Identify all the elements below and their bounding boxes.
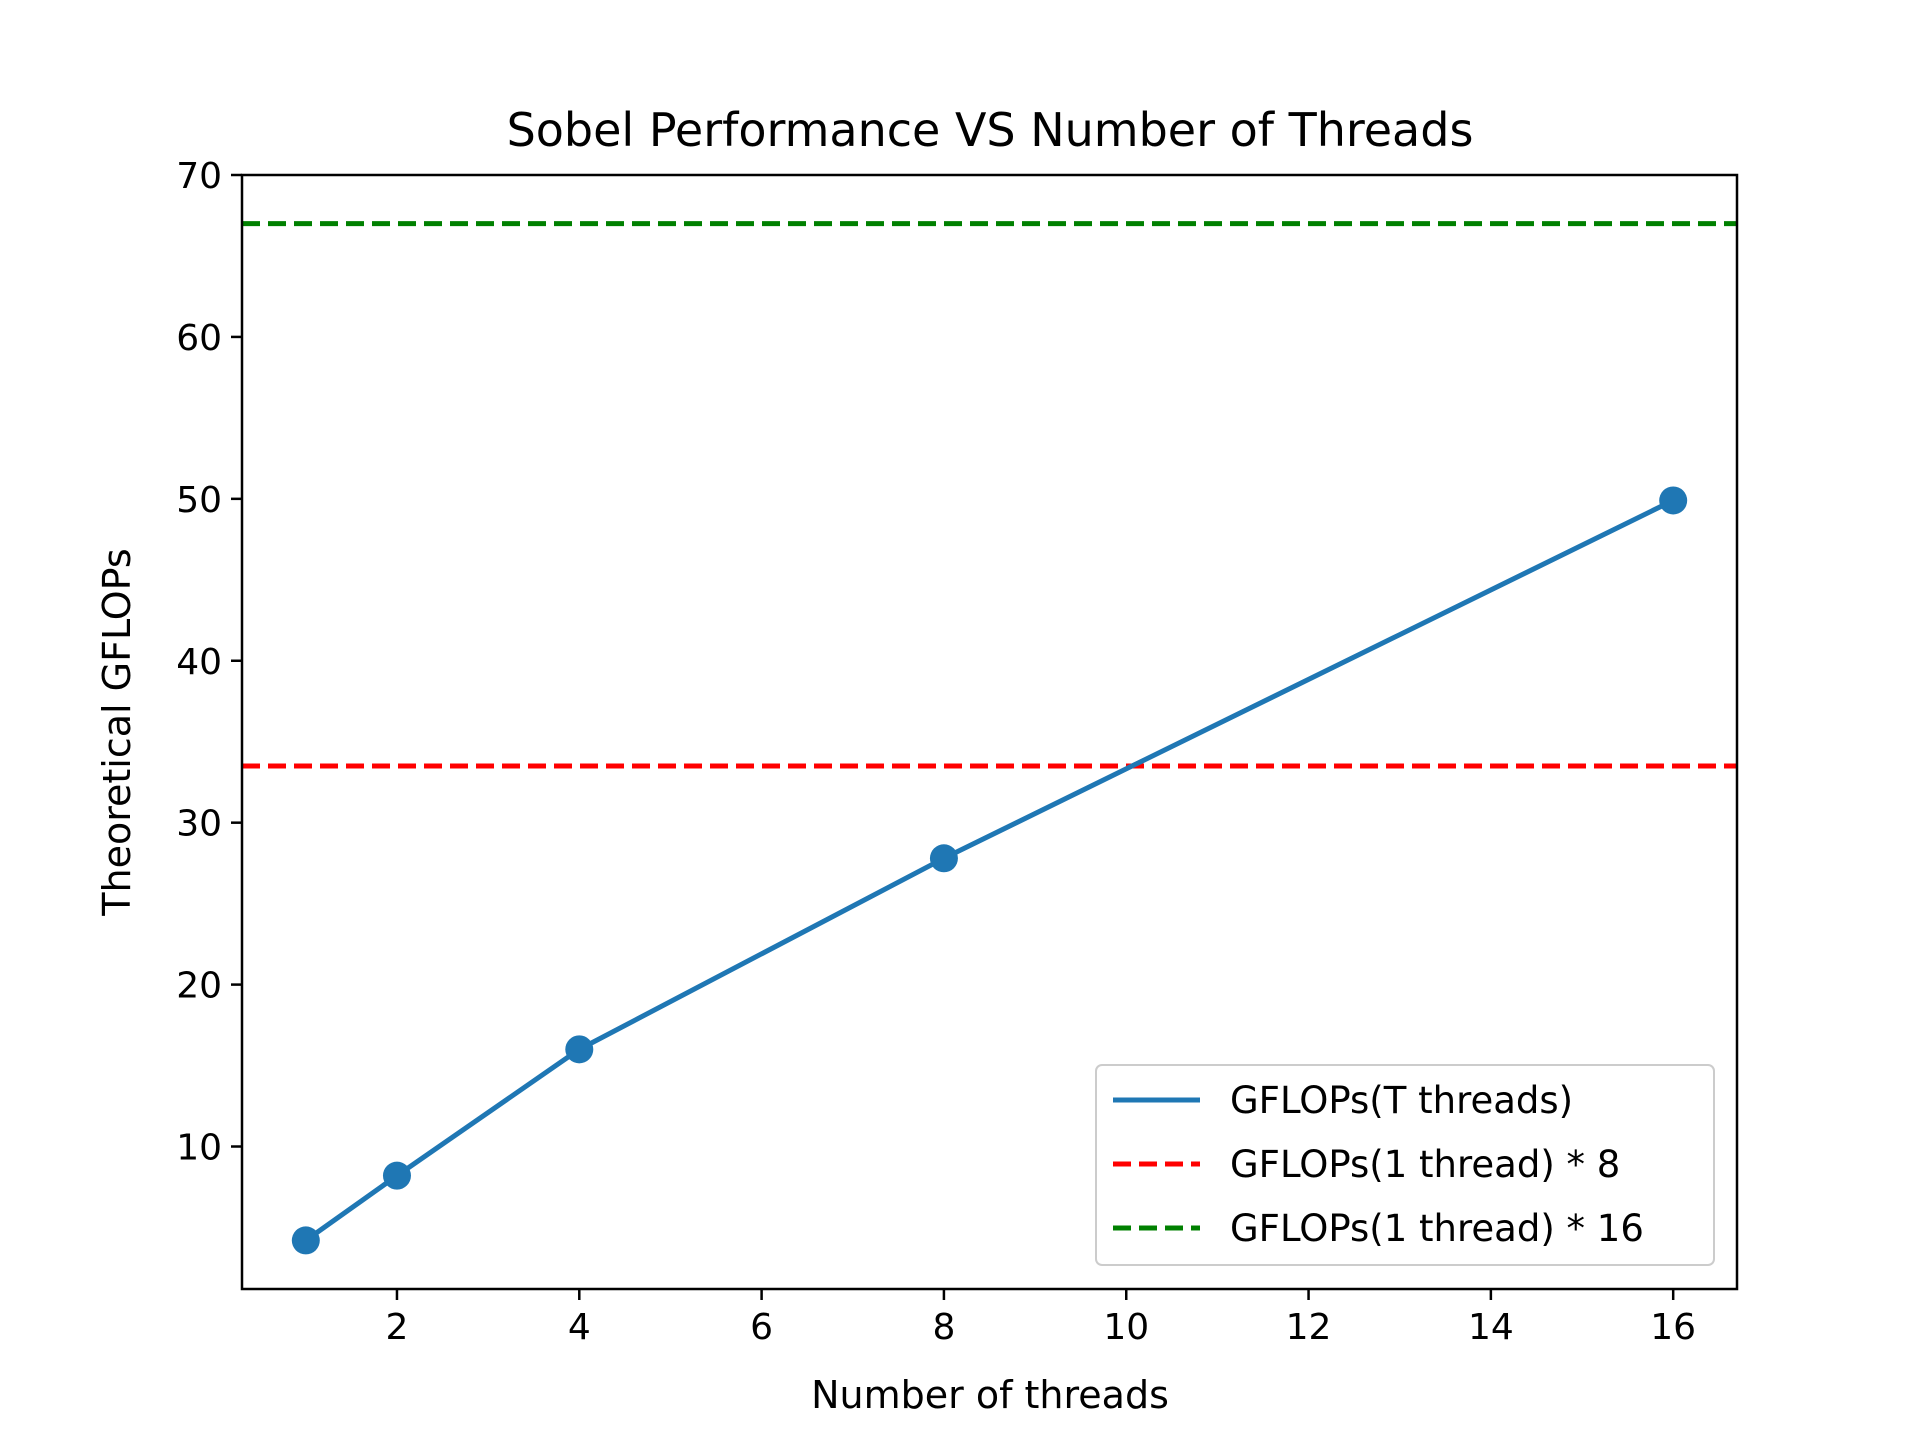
x-tick-label: 16 (1650, 1307, 1696, 1348)
x-tick-label: 10 (1103, 1307, 1149, 1348)
legend: GFLOPs(T threads) GFLOPs(1 thread) * 8 GFL… (1095, 1064, 1715, 1266)
x-tick-label: 8 (932, 1307, 955, 1348)
y-tick-label: 50 (176, 480, 222, 521)
data-point-2 (382, 1161, 411, 1190)
y-tick-label: 20 (176, 966, 222, 1007)
x-tick-label: 2 (386, 1307, 409, 1348)
legend-box (1095, 1064, 1715, 1266)
y-tick-label: 40 (176, 642, 222, 683)
data-point-3 (565, 1035, 594, 1064)
data-point-4 (929, 844, 958, 873)
data-point-5 (1659, 486, 1688, 515)
x-tick-label: 6 (750, 1307, 773, 1348)
x-tick-label: 14 (1468, 1307, 1514, 1348)
y-tick-label: 60 (176, 318, 222, 359)
data-point-1 (291, 1226, 320, 1255)
y-tick-label: 30 (176, 804, 222, 845)
x-tick-label: 12 (1286, 1307, 1332, 1348)
axes-frame (240, 173, 1739, 1291)
chart-title: Sobel Performance VS Number of Threads (507, 103, 1474, 157)
legend-label-3: GFLOPs(1 thread) * 16 (1230, 1207, 1644, 1250)
plot-area: 2 4 6 8 10 12 14 16 10 20 30 40 50 60 70 (176, 156, 1739, 1348)
y-tick-label: 70 (176, 156, 222, 197)
x-axis-label: Number of threads (811, 1373, 1169, 1417)
y-axis-label: Theoretical GFLOPs (95, 548, 139, 916)
legend-label-1: GFLOPs(T threads) (1230, 1079, 1573, 1122)
x-tick-label: 4 (568, 1307, 591, 1348)
y-tick-label: 10 (176, 1128, 222, 1169)
legend-label-2: GFLOPs(1 thread) * 8 (1230, 1143, 1620, 1186)
